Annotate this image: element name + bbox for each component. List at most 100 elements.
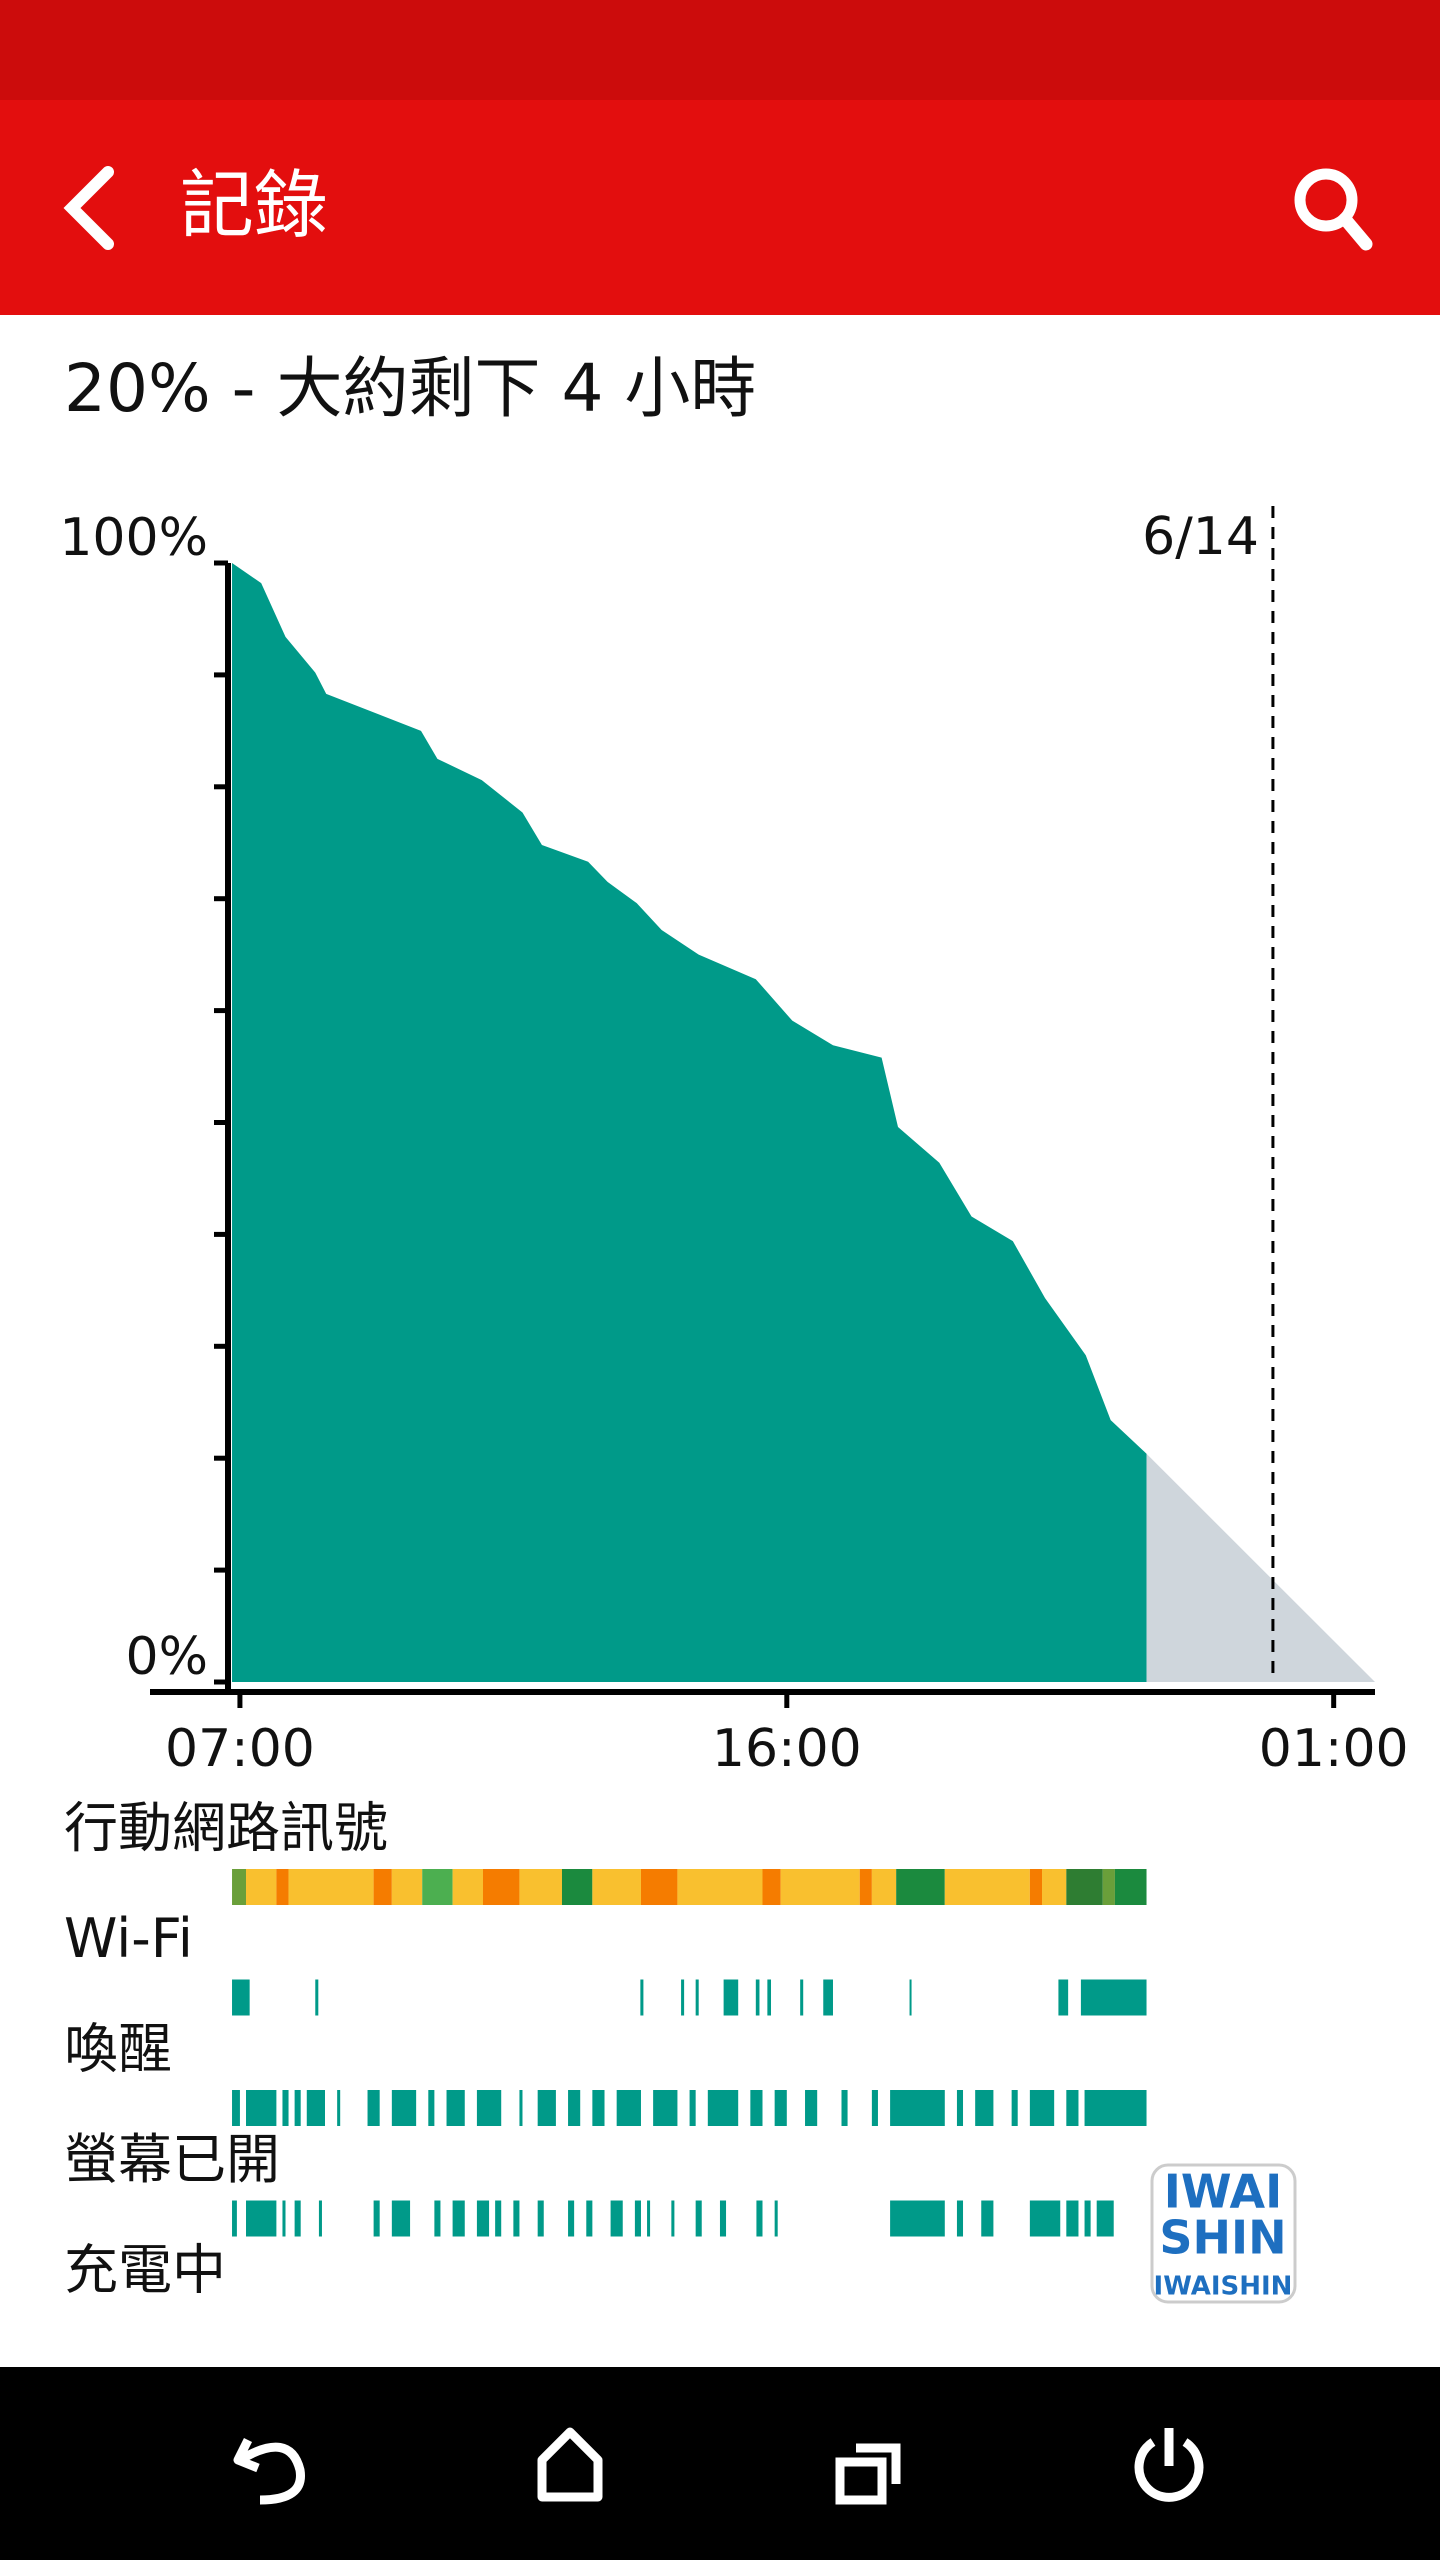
track-segment [944,1869,1030,1905]
track-segment [246,1869,277,1905]
track-segment [482,1869,520,1905]
track-segment [841,2090,848,2126]
track-segment [391,2090,417,2126]
track-segment [610,2200,623,2237]
track-segment [956,2090,964,2126]
track-segment [391,1869,423,1905]
track-segment [800,1979,804,2016]
track-segment [1066,1869,1103,1905]
nav-back[interactable] [233,2437,305,2505]
app-bar [0,100,1440,315]
track-segment [805,2090,818,2126]
track-segment [871,1869,897,1905]
track-label: 螢幕已開 [64,2128,280,2191]
track-segment [1066,2200,1079,2237]
track-segment [586,2200,593,2237]
track-segment [695,1979,699,2016]
track-segment [592,1869,641,1905]
nav-power-ring [1134,2438,1204,2502]
watermark-badge [1150,2163,1297,2304]
watermark-text: SHIN [1159,2211,1286,2265]
track-segment [671,2200,675,2237]
track-segment [367,2090,380,2126]
track-segment [519,2090,523,2126]
track-segment [246,2200,277,2237]
track-segment [452,1869,483,1905]
track-segment [232,1979,250,2016]
track-segment [294,2200,301,2237]
track-segment [1058,1979,1069,2016]
track-segment [896,1869,945,1905]
track-segment [537,2200,544,2237]
track-segment [495,2200,502,2237]
watermark: IWAISHIN IWAISHIN [1150,2163,1297,2304]
track-segment [1066,2090,1079,2126]
track-segment [780,1869,860,1905]
nav-recents-icon-back [856,2443,901,2484]
date-marker-label: 6/14 [1142,507,1259,567]
app-title: 記錄 [180,163,328,249]
track-segment [774,2090,787,2126]
track-segment [276,1869,289,1905]
track-segment [681,1979,685,2016]
track-segment [513,2200,520,2237]
track-segment [391,2200,411,2237]
track-segment [1084,2200,1091,2237]
track-segment [519,1869,562,1905]
track-segment [871,2090,878,2126]
track-segment [1080,1979,1147,2016]
x-tick-label: 01:00 [1259,1719,1409,1779]
track-segment [859,1869,872,1905]
track-segment [373,1869,392,1905]
track-segment [823,1979,833,2016]
track-segment [1114,1869,1147,1905]
nav-bar [0,2367,1440,2560]
nav-recents[interactable] [835,2443,901,2505]
track-segment [890,2090,945,2126]
track-segment [232,1869,247,1905]
watermark-text: IWAI [1164,2165,1283,2219]
track-segment [1042,1869,1067,1905]
track-segment [1029,1869,1043,1905]
track-segment [434,2200,441,2237]
track-segment [774,2200,778,2237]
track-segment [695,2200,702,2237]
track-segment [337,2090,341,2126]
battery-area [232,563,1147,1682]
nav-power[interactable] [1134,2428,1204,2502]
search-button[interactable] [1294,168,1373,251]
track-segment [640,1979,644,2016]
nav-recents-icon [835,2457,887,2505]
nav-home[interactable] [537,2427,603,2502]
battery-chart: 0% 100% 07:00 16:00 01:00 6/14 [59,506,1409,1779]
x-tick-label: 16:00 [712,1719,862,1779]
track-segment [762,1869,781,1905]
track-segment [750,2090,763,2126]
track-segment [452,2200,465,2237]
track-segment [956,2200,964,2237]
watermark-text: IWAISHIN [1154,2272,1293,2302]
track-segment [1084,2090,1147,2126]
track-segment [723,1979,739,2016]
track-segment [306,2090,325,2126]
y-tick-label: 100% [59,508,208,568]
track-segment [767,1979,772,2016]
track-segment [537,2090,556,2126]
battery-summary: 20% - 大約剩下 4 小時 [64,350,756,427]
status-bar [0,0,1440,100]
track-segment [282,2200,286,2237]
track-segment [677,1869,763,1905]
track-segment [1029,2090,1055,2126]
track-segment [294,2090,301,2126]
track-segment [422,1869,453,1905]
track-segment [647,2200,651,2237]
track-segment [756,2200,763,2237]
track-segment [282,2090,289,2126]
back-button[interactable] [63,166,114,250]
track-segment [476,2090,502,2126]
track-segment [707,2090,739,2126]
track-segment [1102,1869,1115,1905]
